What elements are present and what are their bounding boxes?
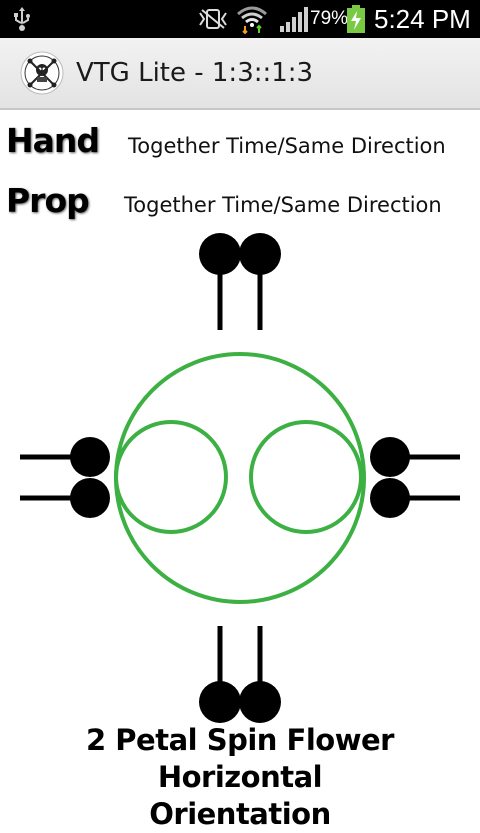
right-props xyxy=(370,437,460,518)
hand-selector[interactable]: Together Time/Same Direction xyxy=(128,134,446,158)
app-title: VTG Lite - 1:3::1:3 xyxy=(76,58,314,88)
action-bar: VTG Lite - 1:3::1:3 xyxy=(0,38,480,110)
hand-label: Hand xyxy=(6,121,100,160)
vibrate-icon xyxy=(199,9,227,29)
status-bar: 79% 5:24 PM xyxy=(0,0,480,38)
usb-icon xyxy=(14,7,30,31)
signal-icon xyxy=(280,7,308,32)
caption-line-2: Orientation xyxy=(149,797,331,831)
bottom-props xyxy=(199,626,281,723)
wifi-icon xyxy=(237,6,267,34)
outer-orbit-circle xyxy=(114,352,366,604)
caption-line-1: 2 Petal Spin Flower Horizontal xyxy=(86,723,394,794)
right-petal-circle xyxy=(249,420,363,534)
app-logo-icon[interactable] xyxy=(20,51,64,95)
top-props xyxy=(199,233,281,330)
spin-flower-diagram[interactable] xyxy=(0,220,480,730)
pattern-caption: 2 Petal Spin Flower Horizontal Orientati… xyxy=(0,722,480,833)
clock: 5:24 PM xyxy=(374,4,471,34)
left-petal-circle xyxy=(114,420,228,534)
prop-label: Prop xyxy=(6,181,90,220)
left-props xyxy=(20,437,110,518)
prop-selector[interactable]: Together Time/Same Direction xyxy=(124,193,442,217)
battery-charging-icon xyxy=(347,5,365,33)
battery-percent: 79% xyxy=(310,8,349,29)
